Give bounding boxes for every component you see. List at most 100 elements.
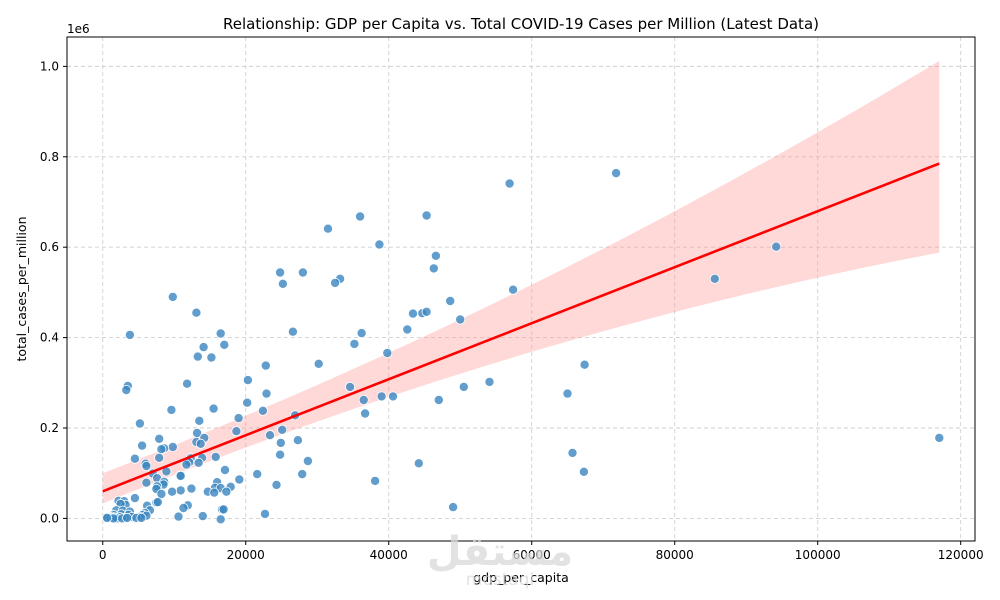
- x-tick-label: 0: [99, 548, 107, 562]
- x-axis-ticks: 0 20000 40000 60000 80000 100000 120000: [99, 541, 984, 562]
- data-point: [154, 452, 165, 463]
- data-point: [234, 474, 245, 485]
- data-point: [219, 464, 230, 475]
- data-point: [209, 487, 220, 498]
- grid: [67, 37, 975, 541]
- data-point: [242, 375, 253, 386]
- data-point: [508, 284, 519, 295]
- y-tick-label: 0.0: [40, 511, 59, 525]
- data-point: [504, 178, 515, 189]
- y-tick-label: 0.6: [40, 240, 59, 254]
- data-point: [221, 486, 232, 497]
- data-point: [194, 415, 205, 426]
- watermark: مستقل mostaql: [427, 529, 573, 590]
- data-point: [136, 512, 147, 523]
- data-point: [579, 359, 590, 370]
- data-point: [210, 451, 221, 462]
- data-point: [191, 307, 202, 318]
- data-point: [264, 430, 275, 441]
- confidence-band-layer: [102, 61, 940, 504]
- data-point: [297, 469, 308, 480]
- data-point: [206, 352, 217, 363]
- data-point: [448, 502, 459, 513]
- x-tick-label: 60000: [513, 548, 551, 562]
- data-point: [124, 329, 135, 340]
- data-point: [370, 475, 381, 486]
- y-axis-ticks: 0.0 0.2 0.4 0.6 0.8 1.0: [40, 59, 67, 525]
- data-point: [195, 438, 206, 449]
- data-point: [252, 469, 263, 480]
- data-point: [178, 502, 189, 513]
- data-point: [242, 397, 253, 408]
- data-point: [356, 328, 367, 339]
- data-point: [292, 435, 303, 446]
- data-point: [421, 306, 432, 317]
- data-point: [181, 459, 192, 470]
- y-tick-label: 0.4: [40, 331, 59, 345]
- data-point: [175, 485, 186, 496]
- data-point: [231, 426, 242, 437]
- data-point: [349, 338, 360, 349]
- data-point: [567, 447, 578, 458]
- data-point: [330, 277, 341, 288]
- data-point: [277, 424, 288, 435]
- x-tick-label: 40000: [370, 548, 408, 562]
- data-point: [313, 358, 324, 369]
- data-point: [387, 391, 398, 402]
- data-point: [430, 250, 441, 261]
- data-point: [934, 432, 945, 443]
- data-point: [562, 388, 573, 399]
- data-point: [129, 453, 140, 464]
- y-tick-label: 0.2: [40, 421, 59, 435]
- data-point: [233, 413, 244, 424]
- y-axis-label: total_cases_per_million: [14, 217, 29, 362]
- x-tick-label: 120000: [938, 548, 984, 562]
- data-point: [413, 458, 424, 469]
- data-point: [275, 437, 286, 448]
- data-point: [376, 391, 387, 402]
- x-tick-label: 80000: [656, 548, 694, 562]
- data-point: [137, 440, 148, 451]
- data-point: [167, 441, 178, 452]
- data-point: [197, 511, 208, 522]
- data-point: [445, 295, 456, 306]
- data-point: [102, 512, 113, 523]
- data-point: [166, 404, 177, 415]
- data-point: [156, 444, 167, 455]
- data-point: [219, 339, 230, 350]
- data-point: [355, 211, 366, 222]
- chart-title: Relationship: GDP per Capita vs. Total C…: [223, 15, 819, 33]
- data-point: [458, 381, 469, 392]
- data-point: [175, 470, 186, 481]
- data-point: [218, 504, 229, 515]
- data-point: [259, 508, 270, 519]
- data-point: [129, 493, 140, 504]
- data-point: [182, 378, 193, 389]
- data-point: [167, 291, 178, 302]
- regression-layer: [102, 162, 940, 493]
- data-point: [433, 394, 444, 405]
- data-point: [271, 479, 282, 490]
- data-point: [322, 223, 333, 234]
- data-point: [578, 466, 589, 477]
- data-point: [134, 418, 145, 429]
- data-point: [302, 455, 313, 466]
- plot-frame: [66, 36, 976, 542]
- data-point: [208, 403, 219, 414]
- data-point: [167, 486, 178, 497]
- data-point: [257, 405, 268, 416]
- data-point: [156, 488, 167, 499]
- data-point: [141, 477, 152, 488]
- data-point: [173, 511, 184, 522]
- data-point: [374, 239, 385, 250]
- data-point: [611, 168, 622, 179]
- data-point: [428, 263, 439, 274]
- data-point: [402, 324, 413, 335]
- data-point: [186, 483, 197, 494]
- data-point: [121, 384, 132, 395]
- data-point: [154, 433, 165, 444]
- x-tick-label: 20000: [227, 548, 265, 562]
- data-point: [215, 514, 226, 525]
- x-tick-label: 100000: [795, 548, 841, 562]
